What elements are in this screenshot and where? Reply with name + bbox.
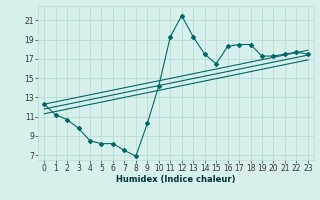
X-axis label: Humidex (Indice chaleur): Humidex (Indice chaleur) <box>116 175 236 184</box>
